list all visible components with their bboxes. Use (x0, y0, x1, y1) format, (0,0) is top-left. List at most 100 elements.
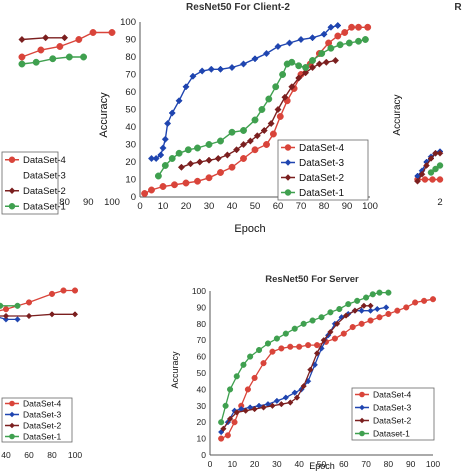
data-point (403, 304, 410, 311)
data-point (300, 320, 307, 327)
x-tick-label: 0 (137, 201, 142, 212)
y-tick-label: 20 (197, 417, 207, 427)
data-point (361, 36, 369, 43)
x-tick-label: 20 (250, 459, 260, 469)
legend-swatch-marker (284, 174, 292, 181)
data-point (295, 62, 303, 70)
series-line (0, 313, 75, 317)
x-tick-label: 100 (426, 459, 440, 469)
data-point (302, 64, 310, 71)
data-point (187, 160, 195, 168)
data-point (240, 155, 247, 162)
x-tick-label: 90 (406, 459, 416, 469)
x-tick-label: 90 (342, 201, 353, 212)
legend-label: DataSet-1 (299, 188, 344, 199)
data-point (287, 399, 294, 406)
panel-client4: 0406080100DataSet-4DataSet-3DataSet-2Dat… (0, 287, 82, 460)
y-tick-label: 90 (125, 35, 136, 46)
series-line (220, 291, 389, 423)
x-axis-label: Epoch (309, 461, 335, 471)
data-point (274, 42, 282, 51)
y-tick-label: 60 (197, 352, 207, 362)
x-tick-label: 50 (317, 459, 327, 469)
y-tick-label: 90 (197, 302, 207, 312)
data-point (340, 330, 347, 337)
legend-label: Dataset-1 (373, 428, 410, 438)
x-tick-label: 90 (83, 197, 94, 208)
data-point (263, 141, 270, 148)
data-point (56, 43, 64, 50)
data-point (251, 55, 259, 63)
y-tick-label: 70 (125, 70, 136, 81)
data-point (217, 137, 224, 145)
data-point (355, 23, 362, 31)
data-point (217, 169, 224, 176)
data-point (246, 137, 254, 145)
x-tick-label: 80 (59, 197, 70, 208)
data-point (282, 394, 289, 401)
data-point (421, 297, 428, 304)
data-point (228, 63, 236, 72)
data-point (168, 155, 176, 162)
data-point (363, 294, 370, 301)
data-point (354, 297, 361, 304)
data-point (177, 163, 185, 171)
data-point (0, 302, 4, 309)
x-tick-label: 100 (362, 201, 378, 212)
data-point (223, 151, 231, 159)
legend-label: DataSet-3 (373, 402, 412, 412)
legend: DataSet-4 DataSet-3 DataSet-2 Dataset-1 (351, 387, 435, 441)
data-point (355, 37, 362, 45)
data-point (226, 415, 234, 423)
data-point (318, 314, 325, 321)
data-point (251, 374, 258, 381)
data-point (287, 343, 294, 350)
data-point (25, 312, 33, 320)
data-point (194, 144, 201, 152)
data-point (2, 312, 10, 320)
x-tick-label: 80 (47, 450, 57, 460)
data-point (184, 146, 192, 154)
data-point (182, 179, 190, 187)
data-point (322, 58, 330, 66)
legend-label: DataSet-1 (23, 202, 66, 213)
data-point (376, 289, 383, 296)
y-tick-label: 50 (197, 368, 207, 378)
x-tick-label: 30 (204, 201, 215, 212)
chart-title: ResNet50 For Server (265, 274, 359, 285)
series-dataset-1 (18, 53, 88, 68)
data-point (239, 140, 248, 149)
data-point (205, 156, 213, 164)
data-point (288, 58, 296, 66)
data-point (159, 183, 167, 190)
data-point (161, 162, 169, 169)
data-point (205, 174, 213, 182)
x-tick-label: 70 (361, 459, 371, 469)
y-tick-label: 70 (197, 335, 207, 345)
x-tick-label: 80 (384, 459, 394, 469)
data-point (318, 50, 326, 57)
data-point (175, 149, 183, 157)
data-point (224, 432, 231, 439)
data-point (272, 83, 280, 91)
data-point (327, 328, 334, 336)
data-point (154, 172, 162, 180)
data-point (194, 177, 201, 185)
data-point (429, 176, 436, 183)
data-point (48, 311, 56, 318)
data-point (331, 335, 338, 342)
data-point (239, 60, 248, 68)
legend-swatch-marker (284, 144, 292, 151)
y-tick-label: 60 (125, 87, 136, 98)
data-point (308, 34, 317, 42)
series-dataset-3 (147, 21, 342, 163)
data-point (37, 46, 45, 54)
data-point (231, 419, 238, 426)
series-dataset-2 (220, 302, 374, 432)
data-point (168, 109, 176, 117)
series-dataset-4 (0, 287, 79, 313)
